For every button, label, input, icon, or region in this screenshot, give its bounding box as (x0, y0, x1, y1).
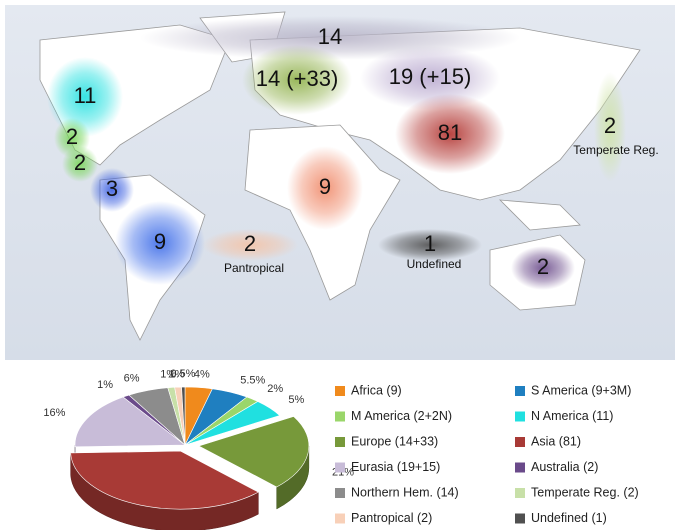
slice-label: 16% (43, 407, 65, 419)
slice-label: 1% (160, 369, 176, 381)
legend-label: S America (9+3M) (531, 383, 631, 397)
region-label: 2 (66, 124, 78, 149)
legend-label: Europe (14+33) (351, 434, 438, 448)
region-glow (360, 46, 500, 110)
slice-label: 4% (194, 369, 210, 381)
legend-label: Undefined (1) (531, 511, 607, 525)
legend-swatch (335, 462, 345, 473)
legend-swatch (335, 437, 345, 447)
legend-label: Eurasia (19+15) (351, 460, 440, 474)
legend-label: Temperate Reg. (2) (531, 485, 639, 499)
region-glow (378, 229, 482, 261)
region-label: 9 (319, 174, 331, 199)
legend-swatch (515, 488, 525, 498)
region-glow (115, 201, 205, 285)
region-label: 2 (74, 150, 86, 175)
region-label: 14 (+33) (256, 66, 339, 91)
region-note: Pantropical (224, 261, 284, 275)
slice-label: 37% (109, 528, 131, 530)
region-label: 2 (244, 231, 256, 256)
legend-label: N America (11) (531, 409, 613, 423)
region-note: Undefined (407, 257, 462, 271)
slice (181, 386, 186, 446)
region-glow (47, 57, 123, 137)
region-label: 11 (74, 83, 97, 108)
slice (70, 450, 260, 510)
pie-chart: 4%5.5%2%5%21%37%16%1%6%1%1%0.5% (43, 368, 354, 530)
region-glow (287, 146, 363, 230)
slice-label: 1% (97, 379, 113, 391)
legend: Africa (9) S America (9+3M) M America (2+2… (335, 383, 639, 525)
region-label: 19 (+15) (389, 64, 472, 89)
slice-label: 0.5% (170, 368, 195, 380)
slice-label: 5% (288, 394, 304, 406)
legend-swatch (335, 411, 345, 422)
islands (498, 199, 581, 231)
region-note: Temperate Reg. (573, 143, 658, 157)
region-glow (242, 45, 352, 115)
slice (74, 396, 186, 448)
legend-label: Australia (2) (531, 460, 598, 474)
region-glow (62, 146, 98, 182)
region-label: 2 (604, 113, 616, 138)
slice-label: 5.5% (240, 374, 265, 386)
region-label: 9 (154, 229, 166, 254)
slice-label: 6% (124, 372, 140, 384)
legend-label: Africa (9) (351, 383, 402, 397)
legend-label: M America (2+2N) (351, 409, 452, 423)
legend-swatch (335, 386, 345, 396)
slice (184, 401, 281, 446)
region-glow (395, 94, 505, 174)
region-label: 2 (537, 254, 549, 279)
legend-swatch (335, 513, 345, 524)
legend-label: Pantropical (2) (351, 511, 432, 525)
legend-swatch (515, 462, 525, 473)
region-glow (90, 168, 134, 212)
legend-swatch (515, 411, 525, 422)
slice-label: 1% (169, 368, 185, 380)
legend-label: Asia (81) (531, 434, 581, 448)
legend-swatch (335, 488, 345, 498)
slice (198, 416, 310, 488)
region-glow (511, 246, 575, 290)
legend-label: Northern Hem. (14) (351, 485, 459, 499)
region-label: 3 (106, 176, 118, 201)
slice-label: 2% (267, 383, 283, 395)
region-glows (47, 16, 626, 290)
region-glow (594, 72, 626, 182)
region-label: 14 (318, 24, 342, 49)
legend-swatch (515, 513, 525, 524)
region-glow (202, 229, 298, 261)
region-label: 81 (438, 120, 462, 145)
legend-swatch (515, 386, 525, 396)
region-label: 1 (424, 231, 436, 256)
legend-swatch (515, 437, 525, 447)
